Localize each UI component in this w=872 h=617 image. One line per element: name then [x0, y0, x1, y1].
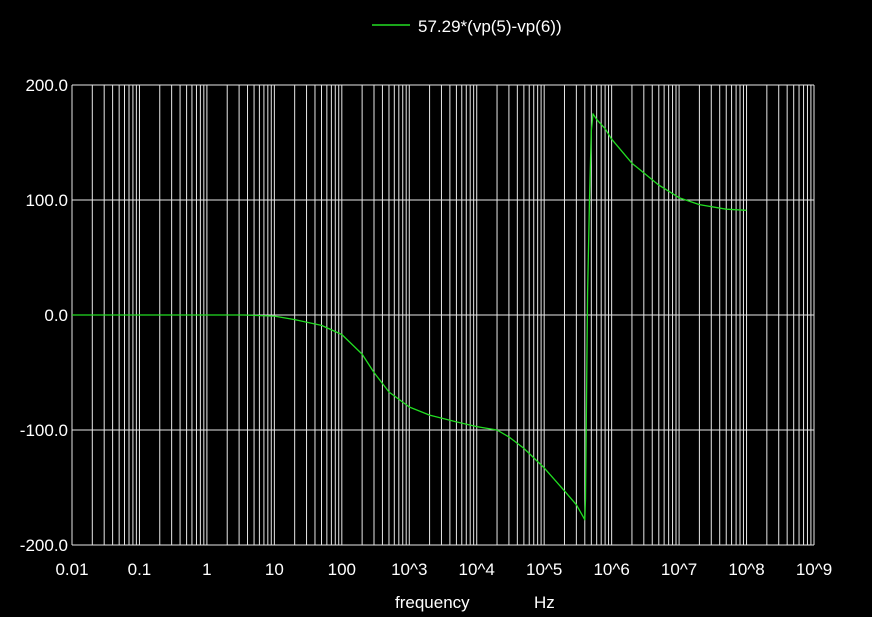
x-tick-label: 10^8 — [728, 560, 764, 579]
x-axis-label: frequency — [395, 593, 470, 612]
x-tick-label: 10^6 — [593, 560, 629, 579]
y-tick-label: -200.0 — [20, 536, 68, 555]
series-layer — [72, 113, 747, 521]
x-tick-labels: 0.01 0.1 1 10 100 10^3 10^4 10^5 10^6 10^7 10^8 10^… — [55, 560, 832, 579]
x-tick-label: 10^3 — [391, 560, 427, 579]
y-tick-label: 200.0 — [25, 76, 68, 95]
x-tick-label: 1 — [202, 560, 211, 579]
x-tick-label: 100 — [328, 560, 356, 579]
y-tick-label: 0.0 — [44, 306, 68, 325]
legend-label: 57.29*(vp(5)-vp(6)) — [418, 17, 562, 36]
y-tick-label: 100.0 — [25, 191, 68, 210]
y-tick-label: -100.0 — [20, 421, 68, 440]
x-tick-label: 0.1 — [128, 560, 152, 579]
x-tick-label: 10^5 — [526, 560, 562, 579]
y-tick-labels: 200.0 100.0 0.0 -100.0 -200.0 — [20, 76, 68, 555]
x-tick-label: 10^7 — [661, 560, 697, 579]
legend: 57.29*(vp(5)-vp(6)) — [372, 17, 562, 36]
x-tick-label: 10 — [265, 560, 284, 579]
x-tick-label: 10^9 — [796, 560, 832, 579]
x-axis-unit: Hz — [534, 593, 555, 612]
series-line — [72, 113, 747, 521]
x-tick-label: 10^4 — [459, 560, 495, 579]
x-tick-label: 0.01 — [55, 560, 88, 579]
